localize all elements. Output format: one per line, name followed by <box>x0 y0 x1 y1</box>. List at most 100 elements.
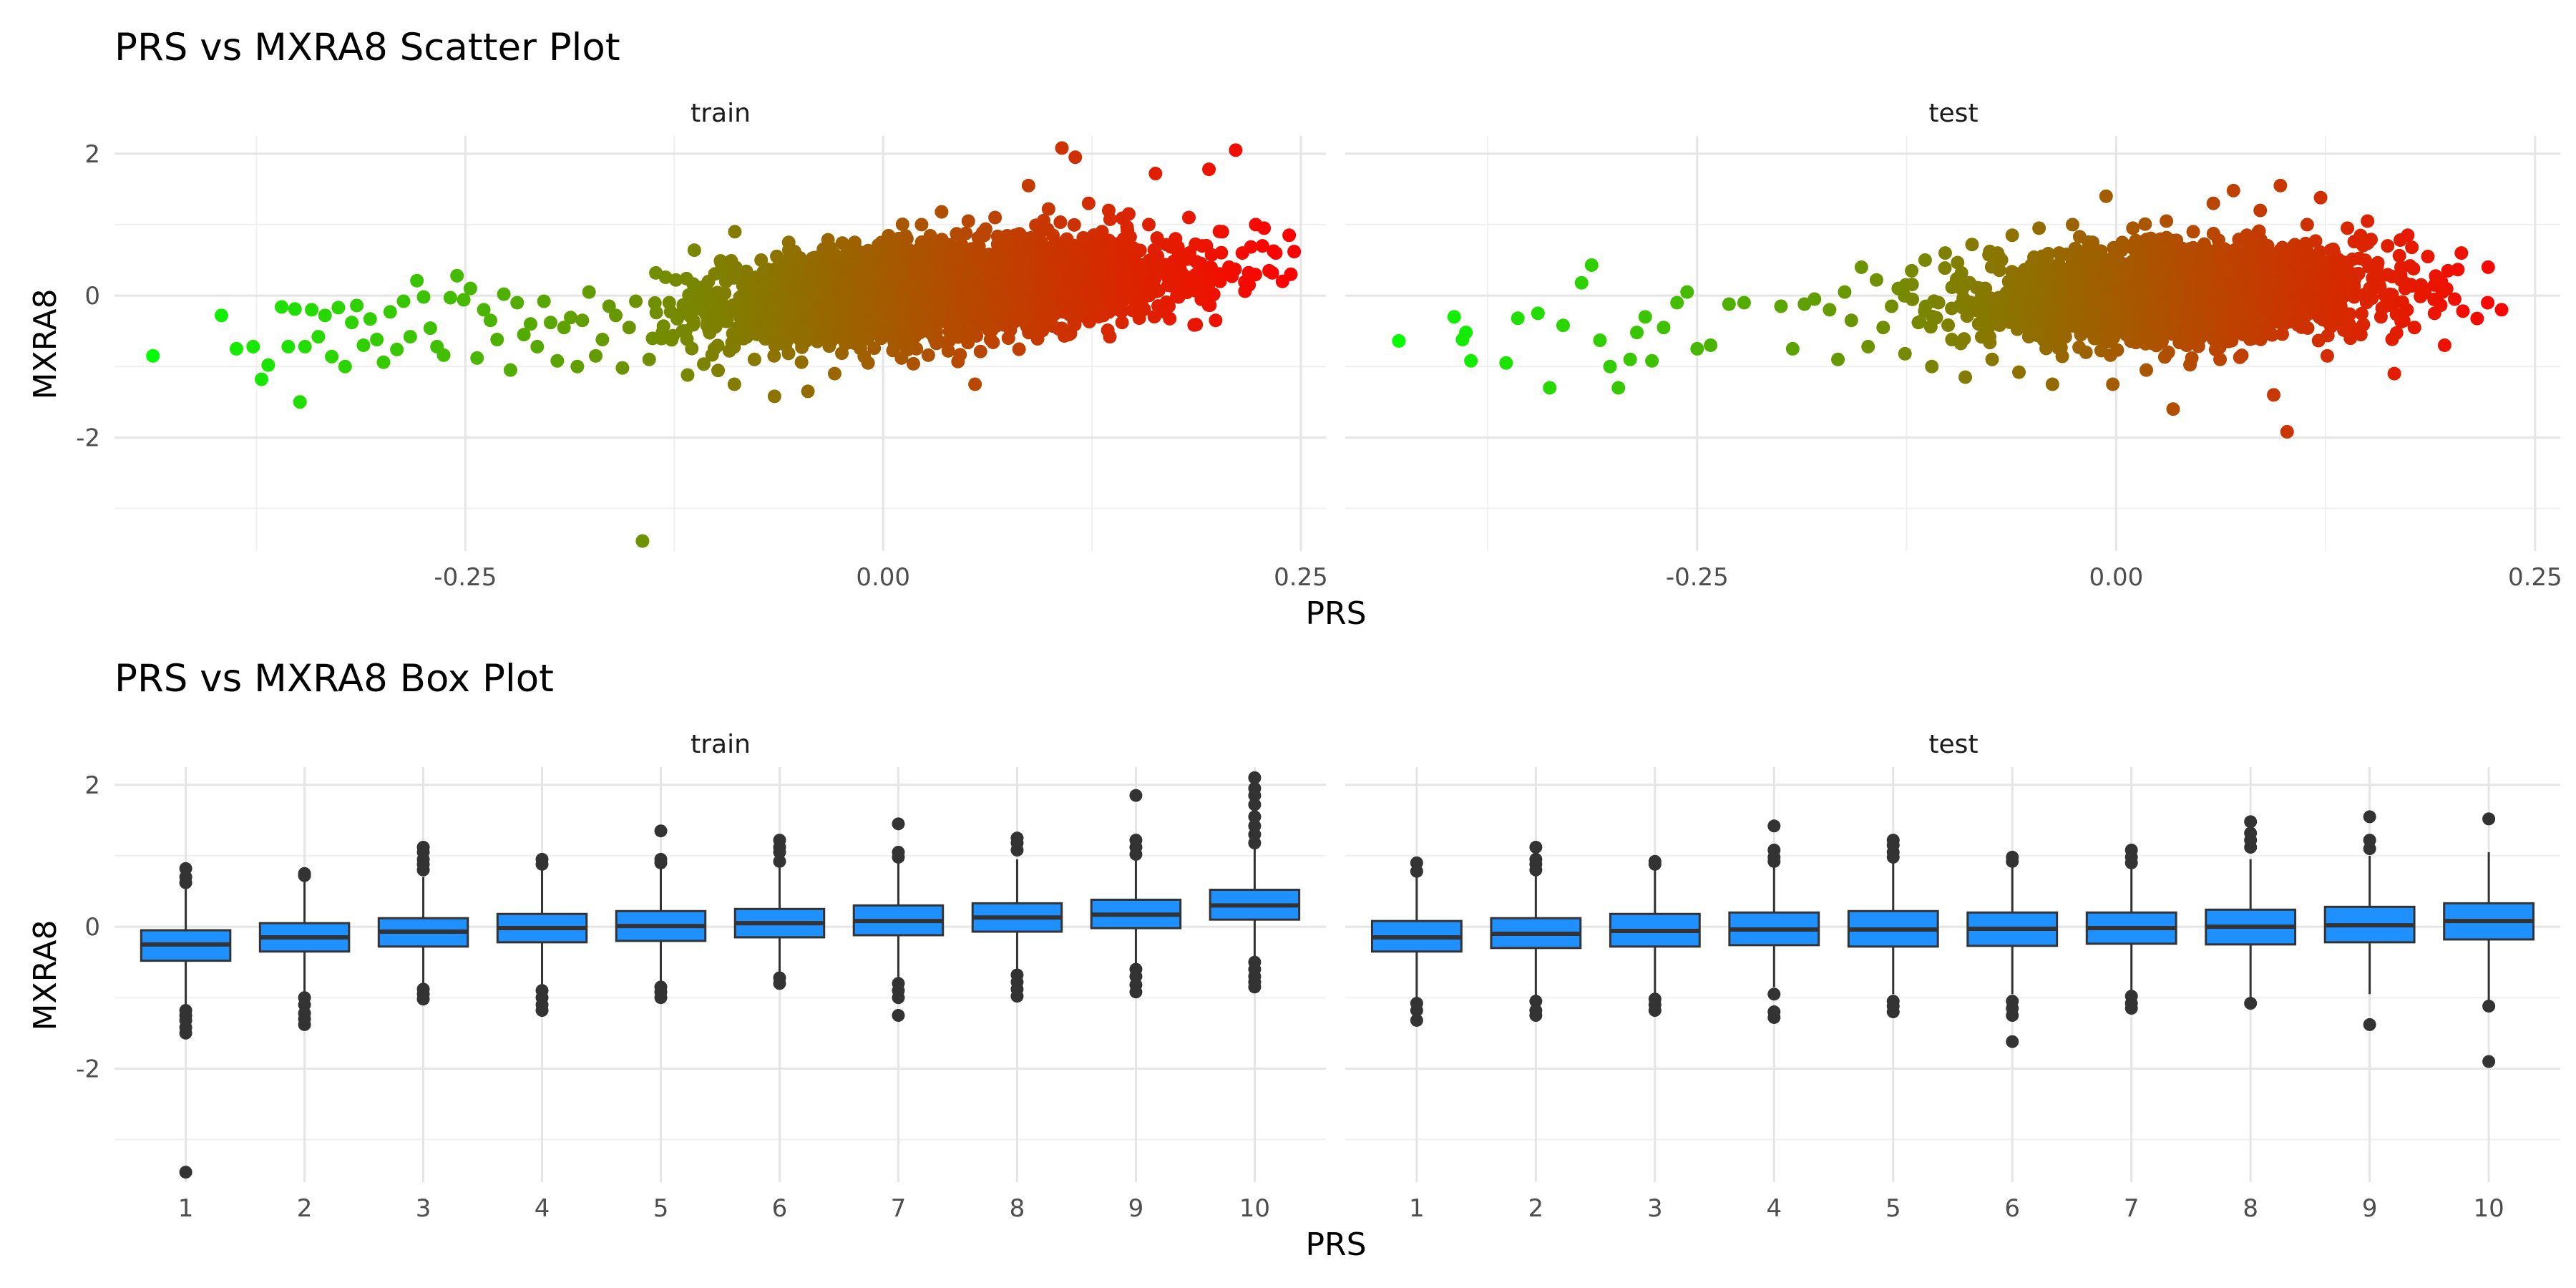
scatter-point <box>1011 287 1025 301</box>
scatter-point <box>1938 246 1952 260</box>
scatter-point <box>1623 352 1637 366</box>
scatter-point <box>1018 308 1033 322</box>
scatter-point <box>756 270 770 285</box>
scatter-point <box>658 270 673 284</box>
scatter-point <box>861 253 875 267</box>
scatter-point <box>2005 228 2019 243</box>
scatter-point <box>2421 250 2435 264</box>
scatter-point <box>670 311 684 326</box>
scatter-point <box>1876 321 1890 335</box>
scatter-point <box>935 205 949 219</box>
x-tick-label: -0.25 <box>434 563 497 592</box>
scatter-point <box>835 346 849 361</box>
scatter-point <box>1012 342 1026 356</box>
scatter-point <box>1630 326 1644 340</box>
scatter-point <box>990 229 1005 243</box>
scatter-point <box>1951 255 1965 270</box>
scatter-point <box>1141 218 1156 232</box>
scatter-point <box>1965 238 1979 252</box>
scatter-point <box>1464 353 1478 368</box>
scatter-point <box>543 316 557 330</box>
scatter-point <box>959 226 973 240</box>
x-tick-label: 0.00 <box>2089 563 2144 592</box>
scatter-point <box>859 273 873 287</box>
scatter-point <box>914 218 929 232</box>
scatter-point <box>1182 210 1196 225</box>
scatter-point <box>517 328 531 342</box>
scatter-point <box>899 232 914 246</box>
scatter-point <box>1147 243 1161 257</box>
x-tick-label: 0.25 <box>1274 563 1328 592</box>
scatter-point <box>1189 318 1204 332</box>
scatter-point <box>1284 267 1298 281</box>
scatter-point <box>697 357 711 371</box>
scatter-point <box>2320 348 2334 363</box>
scatter-point <box>298 339 312 353</box>
scatter-point <box>1206 287 1221 301</box>
scatter-point <box>988 210 1002 225</box>
scatter-point <box>895 217 909 231</box>
scatter-point <box>1212 225 1226 239</box>
scatter-point <box>1958 370 1973 384</box>
scatter-point <box>1511 311 1525 326</box>
scatter-point <box>1131 258 1146 272</box>
scatter-point <box>2356 318 2371 332</box>
scatter-point <box>867 341 882 356</box>
scatter-point <box>1611 381 1626 395</box>
scatter-point <box>1033 281 1048 296</box>
scatter-point <box>794 355 809 369</box>
scatter-point <box>2454 246 2469 260</box>
scatter-point <box>1189 283 1203 298</box>
scatter-point <box>246 339 260 353</box>
scatter-point <box>443 291 457 305</box>
scatter-point <box>2358 253 2373 268</box>
scatter-point <box>423 321 437 336</box>
scatter-point <box>1680 285 1694 299</box>
scatter-point <box>1447 310 1461 324</box>
scatter-point <box>1844 313 1858 328</box>
scatter-point <box>835 236 849 250</box>
scatter-point <box>390 342 404 356</box>
scatter-point <box>1255 239 1269 253</box>
scatter-point <box>2166 402 2180 416</box>
scatter-point <box>1823 303 1837 317</box>
scatter-point <box>2065 218 2079 232</box>
scatter-point <box>1050 254 1065 268</box>
scatter-point <box>1105 258 1119 272</box>
scatter-point <box>799 282 814 296</box>
scatter-point <box>293 395 307 409</box>
scatter-point <box>914 290 929 304</box>
scatter-point <box>497 287 511 301</box>
scatter-point <box>1202 162 1216 177</box>
scatter-point <box>669 273 683 287</box>
scatter-point <box>470 351 484 365</box>
scatter-point <box>261 358 275 372</box>
scatter-point <box>1267 244 1281 258</box>
scatter-point <box>1737 296 1751 310</box>
scatter-strip-train: train <box>691 99 751 128</box>
scatter-point <box>785 282 799 296</box>
scatter-point <box>2206 227 2220 241</box>
scatter-point <box>1103 212 1117 226</box>
scatter-point <box>2387 366 2401 381</box>
scatter-point <box>550 353 565 368</box>
scatter-point <box>1905 263 1919 278</box>
scatter-point <box>1584 258 1599 272</box>
scatter-chart: PRS vs MXRA8 Scatter Plot train test -0.… <box>27 26 2562 632</box>
scatter-point <box>1034 235 1048 249</box>
scatter-point <box>656 319 670 333</box>
scatter-point <box>1971 280 1986 295</box>
scatter-point <box>370 333 384 347</box>
scatter-point <box>523 317 537 331</box>
scatter-point <box>1225 269 1239 283</box>
scatter-point <box>436 348 451 362</box>
scatter-point <box>1073 248 1087 263</box>
scatter-point <box>1171 240 1185 255</box>
scatter-point <box>1885 299 1899 313</box>
scatter-point <box>2106 377 2120 391</box>
scatter-point <box>1085 289 1100 303</box>
scatter-point <box>815 328 829 342</box>
scatter-point <box>1282 228 1297 243</box>
scatter-point <box>615 361 630 375</box>
scatter-point <box>726 270 741 285</box>
